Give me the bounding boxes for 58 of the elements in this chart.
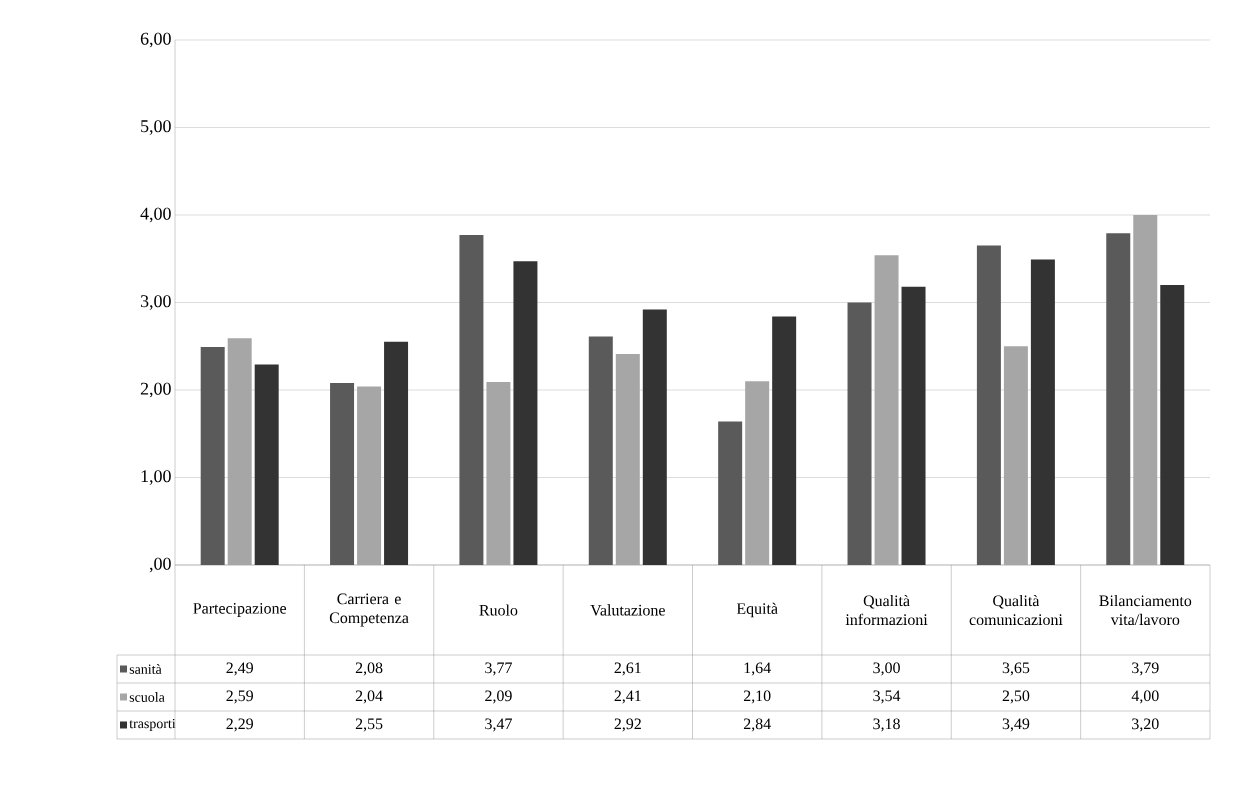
legend-label: sanità xyxy=(129,664,162,674)
data-label: 2,08 xyxy=(355,662,383,676)
data-label: 3,00 xyxy=(873,662,900,676)
y-tick-label: 1,00 xyxy=(141,470,171,485)
data-label: 2,61 xyxy=(614,662,641,676)
bar xyxy=(772,316,797,565)
x-tick-label: Partecipazione xyxy=(193,603,287,617)
data-label: 3,65 xyxy=(1002,662,1030,676)
data-label: 2,09 xyxy=(485,690,512,704)
y-tick-label: 5,00 xyxy=(141,120,171,135)
data-label: 2,50 xyxy=(1002,690,1030,704)
data-label: 2,59 xyxy=(226,690,253,704)
bar xyxy=(718,421,743,565)
data-label: 2,55 xyxy=(355,718,383,732)
bar xyxy=(330,382,355,565)
data-label: 3,77 xyxy=(485,662,512,676)
data-label: 3,20 xyxy=(1132,718,1159,732)
data-label: 3,49 xyxy=(1002,718,1030,732)
data-label: 2,04 xyxy=(355,690,383,704)
data-label: 3,47 xyxy=(485,718,512,732)
legend-label: trasporti xyxy=(129,718,176,732)
data-label: 2,29 xyxy=(226,718,253,732)
data-label: 3,79 xyxy=(1132,662,1159,676)
x-tick-label: Qualità comunicazioni xyxy=(969,594,1063,626)
y-tick-label: 2,00 xyxy=(140,382,171,398)
x-tick-label: Valutazione xyxy=(590,604,665,616)
data-label: 2,84 xyxy=(743,718,771,732)
bar xyxy=(459,235,484,565)
x-tick-label: Bilanciamento vita/lavoro xyxy=(1099,594,1192,626)
bar xyxy=(200,347,225,565)
data-label: 2,49 xyxy=(226,662,253,676)
x-tick-label: Ruolo xyxy=(479,604,518,616)
bar xyxy=(901,286,926,565)
y-tick-label: 3,00 xyxy=(140,295,171,310)
data-label: 2,10 xyxy=(743,690,771,704)
bar xyxy=(1106,233,1131,565)
bar xyxy=(1160,284,1185,565)
data-label: 2,92 xyxy=(614,718,641,732)
data-label: 1,64 xyxy=(744,662,771,676)
x-tick-label: Qualità informazioni xyxy=(845,594,928,626)
bar xyxy=(513,261,538,565)
data-label: 2,41 xyxy=(614,690,641,704)
bar xyxy=(642,309,667,565)
data-label: 3,18 xyxy=(873,718,900,732)
bar xyxy=(588,336,613,565)
x-tick-label: Carriera e Competenza xyxy=(329,593,409,627)
data-label: 3,54 xyxy=(873,690,901,704)
bar xyxy=(847,302,872,565)
data-label: 4,00 xyxy=(1131,690,1159,704)
y-tick-label: 6,00 xyxy=(140,32,171,48)
x-tick-label: Equità xyxy=(736,602,778,618)
bar xyxy=(976,245,1001,565)
y-tick-label: 4,00 xyxy=(140,207,171,223)
legend-label: scuola xyxy=(129,692,165,702)
y-tick-label: ,00 xyxy=(149,557,171,573)
bar xyxy=(384,341,409,565)
bar xyxy=(1030,259,1055,565)
bar xyxy=(254,364,279,565)
